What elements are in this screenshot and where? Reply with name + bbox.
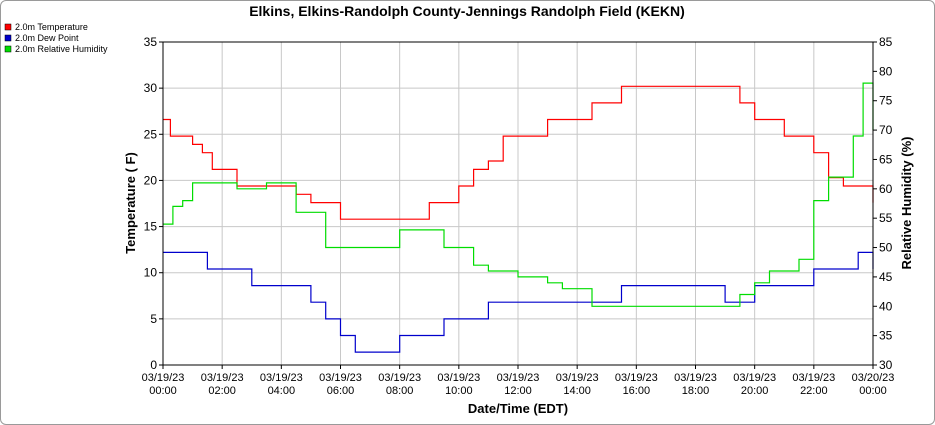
- x-tick-date: 03/19/23: [319, 372, 362, 384]
- x-tick-date: 03/19/23: [497, 372, 540, 384]
- x-tick-date: 03/19/23: [674, 372, 717, 384]
- y2-axis-label: Relative Humidity (%): [899, 137, 914, 270]
- series-line-2: [163, 82, 874, 307]
- x-tick-time: 02:00: [208, 385, 236, 397]
- x-tick-time: 12:00: [504, 385, 532, 397]
- y2-tick-label: 70: [879, 123, 893, 137]
- y2-tick-label: 35: [879, 329, 893, 343]
- x-tick-time: 04:00: [268, 385, 296, 397]
- x-tick-date: 03/19/23: [615, 372, 658, 384]
- x-tick-date: 03/19/23: [437, 372, 480, 384]
- y2-tick-label: 80: [879, 64, 893, 78]
- x-tick-date: 03/19/23: [792, 372, 835, 384]
- legend-swatch: [4, 23, 12, 31]
- legend-label: 2.0m Relative Humidity: [15, 44, 108, 54]
- y2-tick-label: 55: [879, 211, 893, 225]
- x-tick-date: 03/19/23: [378, 372, 421, 384]
- x-tick-time: 18:00: [682, 385, 710, 397]
- x-tick-date: 03/19/23: [260, 372, 303, 384]
- x-tick-date: 03/19/23: [142, 372, 185, 384]
- chart-title: Elkins, Elkins-Randolph County-Jennings …: [249, 3, 685, 19]
- x-axis-label: Date/Time (EDT): [468, 401, 568, 416]
- y-tick-label: 20: [144, 173, 158, 187]
- y2-tick-label: 50: [879, 241, 893, 255]
- y-tick-label: 25: [144, 127, 158, 141]
- legend-swatch: [4, 34, 12, 42]
- series-line-1: [163, 251, 874, 353]
- legend-label: 2.0m Dew Point: [15, 33, 79, 43]
- x-tick-time: 14:00: [563, 385, 591, 397]
- y-tick-label: 0: [150, 358, 157, 372]
- legend-label: 2.0m Temperature: [15, 22, 88, 32]
- x-tick-time: 10:00: [445, 385, 473, 397]
- x-tick-time: 06:00: [327, 385, 355, 397]
- x-tick-time: 00:00: [149, 385, 177, 397]
- x-tick-time: 08:00: [386, 385, 414, 397]
- x-tick-time: 20:00: [741, 385, 769, 397]
- x-tick-date: 03/19/23: [201, 372, 244, 384]
- x-tick-time: 00:00: [859, 385, 887, 397]
- y2-tick-label: 40: [879, 299, 893, 313]
- y-tick-label: 5: [150, 312, 157, 326]
- legend-swatch: [4, 45, 12, 53]
- x-tick-time: 16:00: [623, 385, 651, 397]
- series-line-0: [163, 85, 874, 220]
- x-tick-date: 03/19/23: [733, 372, 776, 384]
- y-axis-label: Temperature ( F): [123, 152, 138, 254]
- y-axis-right: 30 35 40 45 50 55 60 65 70 75 80 85: [873, 35, 893, 372]
- x-tick-time: 22:00: [800, 385, 828, 397]
- y2-tick-label: 65: [879, 152, 893, 166]
- x-tick-date: 03/20/23: [852, 372, 895, 384]
- x-tick-date: 03/19/23: [556, 372, 599, 384]
- y-tick-label: 10: [144, 266, 158, 280]
- x-axis: 03/19/2300:0003/19/2302:0003/19/2304:000…: [142, 365, 895, 397]
- y-axis-left: 0 5 10 15 20 25 30 35: [144, 35, 163, 372]
- y2-tick-label: 45: [879, 270, 893, 284]
- y2-tick-label: 75: [879, 94, 893, 108]
- y2-tick-label: 30: [879, 358, 893, 372]
- y-tick-label: 35: [144, 35, 158, 49]
- y2-tick-label: 85: [879, 35, 893, 49]
- y-tick-label: 15: [144, 220, 158, 234]
- series-layer: [163, 82, 874, 353]
- y-tick-label: 30: [144, 81, 158, 95]
- y2-tick-label: 60: [879, 182, 893, 196]
